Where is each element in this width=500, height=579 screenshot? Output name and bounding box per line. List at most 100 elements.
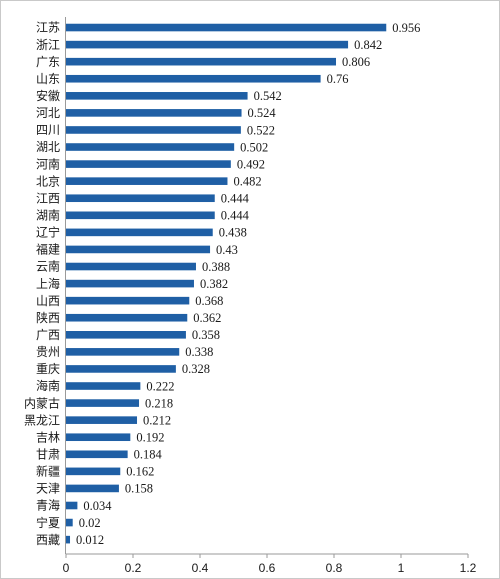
bar xyxy=(66,382,141,390)
bar xyxy=(66,40,349,49)
bar xyxy=(66,296,190,305)
category-label: 重庆 xyxy=(36,362,60,376)
bar xyxy=(66,92,248,100)
bar xyxy=(66,348,180,356)
value-label: 0.328 xyxy=(182,362,210,376)
value-label: 0.444 xyxy=(221,209,250,223)
category-label: 四川 xyxy=(36,123,60,137)
bar xyxy=(66,484,119,493)
category-label: 海南 xyxy=(36,378,60,393)
category-label: 黑龙江 xyxy=(24,413,60,427)
value-label: 0.438 xyxy=(219,226,247,240)
value-label: 0.806 xyxy=(342,55,370,69)
x-tick-label: 1 xyxy=(398,561,405,575)
bar xyxy=(66,211,215,220)
bar xyxy=(66,177,228,185)
category-label: 江苏 xyxy=(36,21,60,35)
bar xyxy=(66,433,131,442)
x-tick-label: 0.4 xyxy=(192,561,209,575)
bar xyxy=(66,518,73,527)
category-label: 青海 xyxy=(36,498,60,513)
category-label: 内蒙古 xyxy=(24,395,60,410)
value-label: 0.212 xyxy=(143,413,171,427)
value-label: 0.542 xyxy=(254,89,282,103)
value-label: 0.034 xyxy=(83,499,112,513)
value-label: 0.842 xyxy=(354,38,382,52)
value-label: 0.362 xyxy=(193,311,221,325)
value-label: 0.218 xyxy=(145,396,173,410)
value-label: 0.192 xyxy=(136,431,164,445)
bar xyxy=(66,160,231,168)
category-label: 贵州 xyxy=(36,345,60,359)
bar xyxy=(66,57,337,66)
category-label: 安徽 xyxy=(36,88,60,103)
value-label: 0.358 xyxy=(192,328,220,342)
bar xyxy=(66,228,213,237)
category-label: 西藏 xyxy=(36,533,60,547)
category-label: 天津 xyxy=(36,482,60,496)
category-label: 吉林 xyxy=(36,430,60,444)
value-label: 0.184 xyxy=(134,448,163,462)
bar xyxy=(66,535,71,544)
category-label: 甘肃 xyxy=(36,447,60,461)
bar xyxy=(66,279,194,288)
bar xyxy=(66,313,188,322)
category-label: 宁夏 xyxy=(36,515,60,530)
value-labels: 0.956 0.842 0.806 0.76 0.542 0.524 0.522 0.502 0… xyxy=(76,21,420,547)
bar xyxy=(66,450,128,459)
value-label: 0.388 xyxy=(202,260,230,274)
x-tick-label: 0.6 xyxy=(259,561,276,575)
bar xyxy=(66,126,241,134)
value-label: 0.158 xyxy=(125,482,153,496)
value-label: 0.162 xyxy=(126,465,154,479)
category-label: 山东 xyxy=(36,72,60,86)
value-label: 0.956 xyxy=(392,21,420,35)
value-label: 0.338 xyxy=(185,345,213,359)
x-tick-label: 0 xyxy=(63,561,70,575)
bar xyxy=(66,74,321,83)
category-label: 上海 xyxy=(36,276,60,291)
value-label: 0.482 xyxy=(233,174,261,188)
category-label: 山西 xyxy=(36,294,60,308)
category-label: 福建 xyxy=(36,242,60,257)
category-label: 湖南 xyxy=(36,208,60,223)
bars-group xyxy=(66,23,387,544)
value-label: 0.502 xyxy=(240,140,268,154)
category-label: 湖北 xyxy=(36,139,60,154)
value-label: 0.76 xyxy=(327,72,349,86)
value-label: 0.382 xyxy=(200,277,228,291)
category-label: 广西 xyxy=(36,328,60,342)
bar xyxy=(66,109,242,117)
value-label: 0.444 xyxy=(221,192,250,206)
category-label: 浙江 xyxy=(36,38,60,52)
category-label: 北京 xyxy=(36,174,60,188)
category-label: 辽宁 xyxy=(36,225,60,240)
bar xyxy=(66,262,196,271)
value-label: 0.222 xyxy=(146,379,174,393)
value-label: 0.012 xyxy=(76,533,104,547)
category-label: 新疆 xyxy=(36,464,60,479)
value-label: 0.02 xyxy=(79,516,101,530)
value-label: 0.524 xyxy=(248,106,277,120)
bar xyxy=(66,23,387,32)
x-axis: 0 0.2 0.4 0.6 0.8 1 1.2 xyxy=(63,17,477,575)
x-tick-label: 1.2 xyxy=(460,561,477,575)
category-labels: 江苏浙江广东山东安徽河北四川湖北河南北京江西湖南辽宁福建云南上海山西陕西广西贵州… xyxy=(24,21,60,547)
category-label: 河南 xyxy=(36,156,60,171)
x-tick-label: 0.8 xyxy=(326,561,343,575)
value-label: 0.43 xyxy=(216,243,238,257)
category-label: 江西 xyxy=(36,191,60,205)
bar xyxy=(66,416,138,424)
bar xyxy=(66,245,211,254)
bar xyxy=(66,501,78,510)
value-label: 0.522 xyxy=(247,123,275,137)
bar xyxy=(66,143,235,151)
category-label: 云南 xyxy=(36,259,60,274)
bar xyxy=(66,399,140,407)
x-tick-label: 0.2 xyxy=(125,561,142,575)
value-label: 0.492 xyxy=(237,157,265,171)
bar xyxy=(66,365,176,373)
bar xyxy=(66,467,121,476)
